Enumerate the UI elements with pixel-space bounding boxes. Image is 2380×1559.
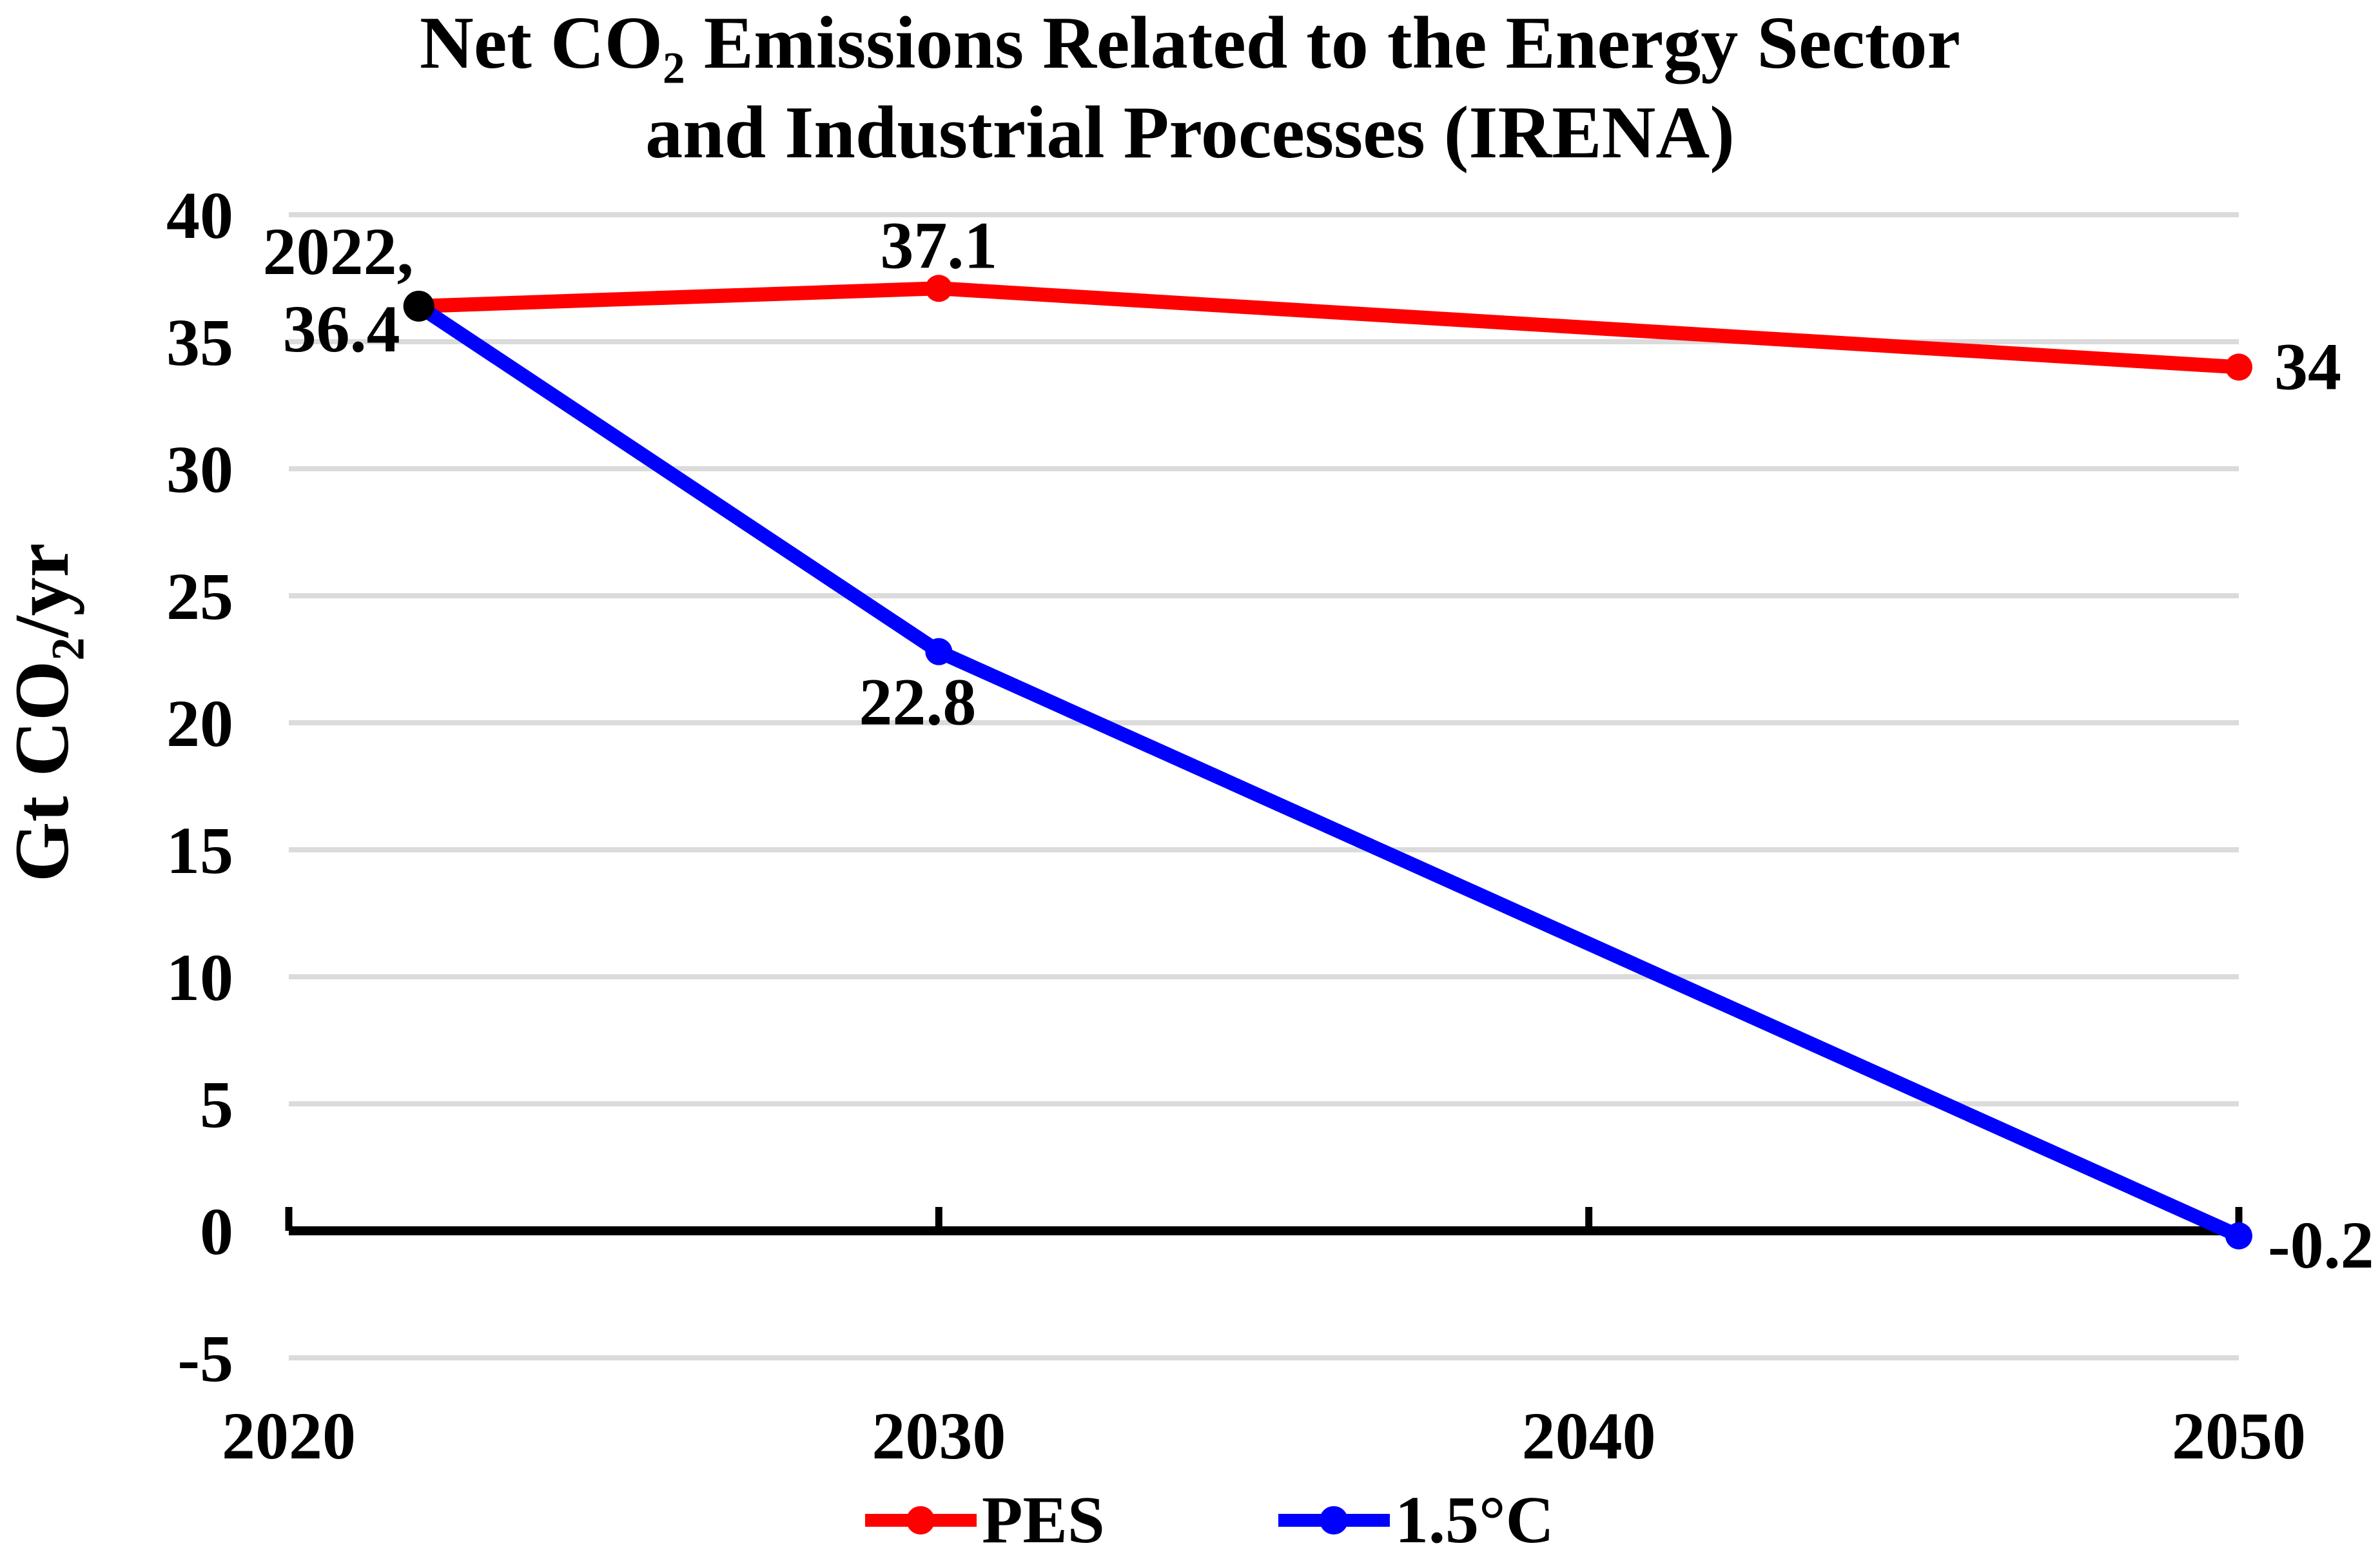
series-line-pes — [411, 281, 2246, 375]
y-tick-label: 5 — [200, 1068, 233, 1142]
y-tick-label: 30 — [166, 433, 233, 507]
y-tick-label: 35 — [166, 306, 233, 380]
series-line-1.5°c — [411, 299, 2246, 1243]
y-axis-title: Gt CO₂/yr — [0, 543, 84, 882]
legend-entry-1p5c: 1.5°C — [1278, 1483, 1554, 1557]
x-tick-label: 2030 — [872, 1399, 1006, 1473]
chart-title-line1: Net CO₂ Emissions Related to the Energy … — [420, 2, 1960, 84]
y-tick-label: 40 — [166, 179, 233, 253]
y-tick-label: 20 — [166, 687, 233, 761]
start-point-marker — [403, 290, 434, 322]
data-label: 22.8 — [859, 665, 976, 740]
y-tick-label: 0 — [200, 1195, 233, 1269]
y-tick-label: 10 — [166, 941, 233, 1015]
y-tick-label: -5 — [177, 1322, 233, 1396]
start-point-annotation: 2022, — [263, 215, 414, 289]
start-point-annotation: 36.4 — [283, 292, 400, 366]
series-marker-1.5°c — [925, 638, 953, 665]
legend-1p5c-label: 1.5°C — [1395, 1483, 1554, 1557]
chart-title-line2: and Industrial Processes (IRENA) — [645, 92, 1735, 174]
series-marker-1.5°c — [2225, 1222, 2252, 1250]
legend-entry-pes: PES — [865, 1483, 1105, 1557]
x-tick-label: 2040 — [1522, 1399, 1656, 1473]
y-tick-label: 15 — [166, 814, 233, 888]
data-label: 37.1 — [880, 208, 997, 282]
y-tick-label: 25 — [166, 560, 233, 634]
data-label: 34 — [2274, 329, 2341, 404]
legend: PES 1.5°C — [865, 1483, 1554, 1557]
series-marker-pes — [2225, 353, 2252, 381]
x-tick-label: 2050 — [2172, 1399, 2306, 1473]
legend-pes-marker-icon — [906, 1506, 935, 1534]
legend-1p5c-marker-icon — [1320, 1506, 1348, 1534]
series-marker-pes — [925, 275, 953, 302]
legend-pes-label: PES — [982, 1483, 1105, 1557]
x-tick-label: 2020 — [222, 1399, 356, 1473]
data-label: -0.2 — [2268, 1208, 2374, 1282]
